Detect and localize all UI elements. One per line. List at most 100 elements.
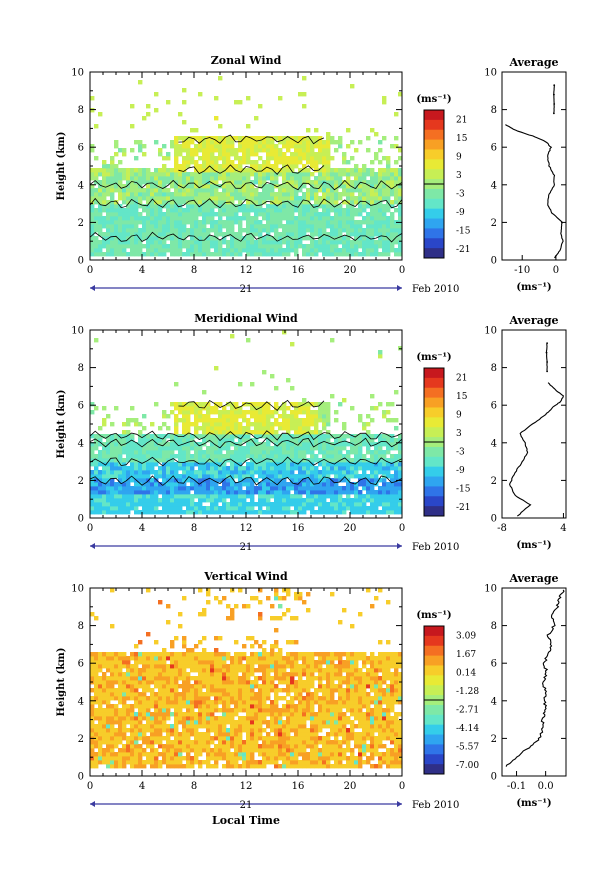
profile-y-tick-label: 0 — [491, 514, 497, 525]
heatmap-cell — [170, 704, 175, 709]
heatmap-cell — [134, 740, 139, 745]
heatmap-cell — [254, 240, 259, 245]
heatmap-cell — [94, 660, 99, 665]
colorbar-label: 21 — [456, 115, 467, 125]
heatmap-cell — [150, 462, 155, 467]
heatmap-cell — [214, 732, 219, 737]
heatmap-cell — [190, 200, 195, 205]
heatmap-cell — [342, 220, 347, 225]
heatmap-cell — [170, 732, 175, 737]
heatmap-cell — [106, 224, 111, 229]
heatmap-cell — [302, 418, 307, 423]
heatmap-cell — [138, 180, 143, 185]
heatmap-cell — [162, 688, 167, 693]
heatmap-cell — [154, 220, 159, 225]
heatmap-cell — [166, 502, 171, 507]
heatmap-cell — [382, 434, 387, 439]
heatmap-cell — [126, 708, 131, 713]
heatmap-cell — [134, 660, 139, 665]
heatmap-cell — [298, 474, 303, 479]
heatmap-cell — [218, 494, 223, 499]
heatmap-cell — [238, 474, 243, 479]
heatmap-cell — [98, 482, 103, 487]
heatmap-cell — [114, 708, 119, 713]
heatmap-cell — [162, 180, 167, 185]
heatmap-cell — [134, 490, 139, 495]
heatmap-cell — [198, 640, 203, 645]
heatmap-cell — [390, 228, 395, 233]
heatmap-cell — [174, 382, 179, 387]
heatmap-cell — [358, 224, 363, 229]
heatmap-cell — [282, 414, 287, 419]
heatmap-cell — [194, 442, 199, 447]
heatmap-cell — [370, 128, 375, 133]
heatmap-cell — [142, 652, 147, 657]
heatmap-cell — [258, 208, 263, 213]
heatmap-cell — [178, 406, 183, 411]
heatmap-cell — [158, 656, 163, 661]
heatmap-cell — [106, 760, 111, 765]
heatmap-cell — [178, 672, 183, 677]
heatmap-cell — [134, 716, 139, 721]
heatmap-cell — [142, 426, 147, 431]
heatmap-cell — [278, 140, 283, 145]
heatmap-cell — [174, 506, 179, 511]
heatmap-cell — [166, 228, 171, 233]
heatmap-cell — [262, 434, 267, 439]
heatmap-cell — [382, 196, 387, 201]
heatmap-cell — [174, 474, 179, 479]
heatmap-cell — [218, 446, 223, 451]
heatmap-cell — [218, 204, 223, 209]
heatmap-cell — [290, 152, 295, 157]
heatmap-cell — [250, 446, 255, 451]
heatmap-cell — [106, 212, 111, 217]
heatmap-cell — [122, 208, 127, 213]
heatmap-cell — [314, 430, 319, 435]
heatmap-cell — [394, 196, 399, 201]
heatmap-cell — [178, 188, 183, 193]
heatmap-cell — [142, 764, 147, 769]
heatmap-cell — [110, 760, 115, 765]
heatmap-cell — [94, 672, 99, 677]
heatmap-cell — [154, 228, 159, 233]
heatmap-cell — [98, 462, 103, 467]
heatmap-cell — [146, 632, 151, 637]
heatmap-cell — [346, 252, 351, 257]
heatmap-cell — [150, 736, 155, 741]
heatmap-cell — [214, 752, 219, 757]
heatmap-cell — [258, 402, 263, 407]
heatmap-cell — [194, 180, 199, 185]
heatmap-cell — [294, 224, 299, 229]
heatmap-cell — [286, 490, 291, 495]
heatmap-cell — [238, 148, 243, 153]
heatmap-cell — [202, 156, 207, 161]
heatmap-cell — [178, 196, 183, 201]
heatmap-cell — [386, 462, 391, 467]
profile-x-tick-label: -10 — [514, 265, 530, 276]
heatmap-cell — [158, 474, 163, 479]
heatmap-cell — [118, 708, 123, 713]
heatmap-cell — [274, 224, 279, 229]
heatmap-cell — [386, 164, 391, 169]
heatmap-cell — [158, 446, 163, 451]
heatmap-cell — [210, 208, 215, 213]
heatmap-cell — [122, 248, 127, 253]
heatmap-cell — [354, 164, 359, 169]
heatmap-cell — [206, 676, 211, 681]
heatmap-cell — [190, 240, 195, 245]
heatmap-cell — [326, 450, 331, 455]
heatmap-cell — [294, 240, 299, 245]
heatmap-cell — [214, 664, 219, 669]
heatmap-cell — [298, 204, 303, 209]
heatmap-cell — [214, 172, 219, 177]
heatmap-cell — [242, 172, 247, 177]
heatmap-cell — [162, 684, 167, 689]
heatmap-cell — [346, 220, 351, 225]
heatmap-cell — [210, 458, 215, 463]
heatmap-cell — [186, 756, 191, 761]
heatmap-cells — [89, 330, 403, 515]
heatmap-cell — [354, 224, 359, 229]
heatmap-cell — [306, 168, 311, 173]
heatmap-cell — [178, 704, 183, 709]
heatmap-cell — [374, 132, 379, 137]
